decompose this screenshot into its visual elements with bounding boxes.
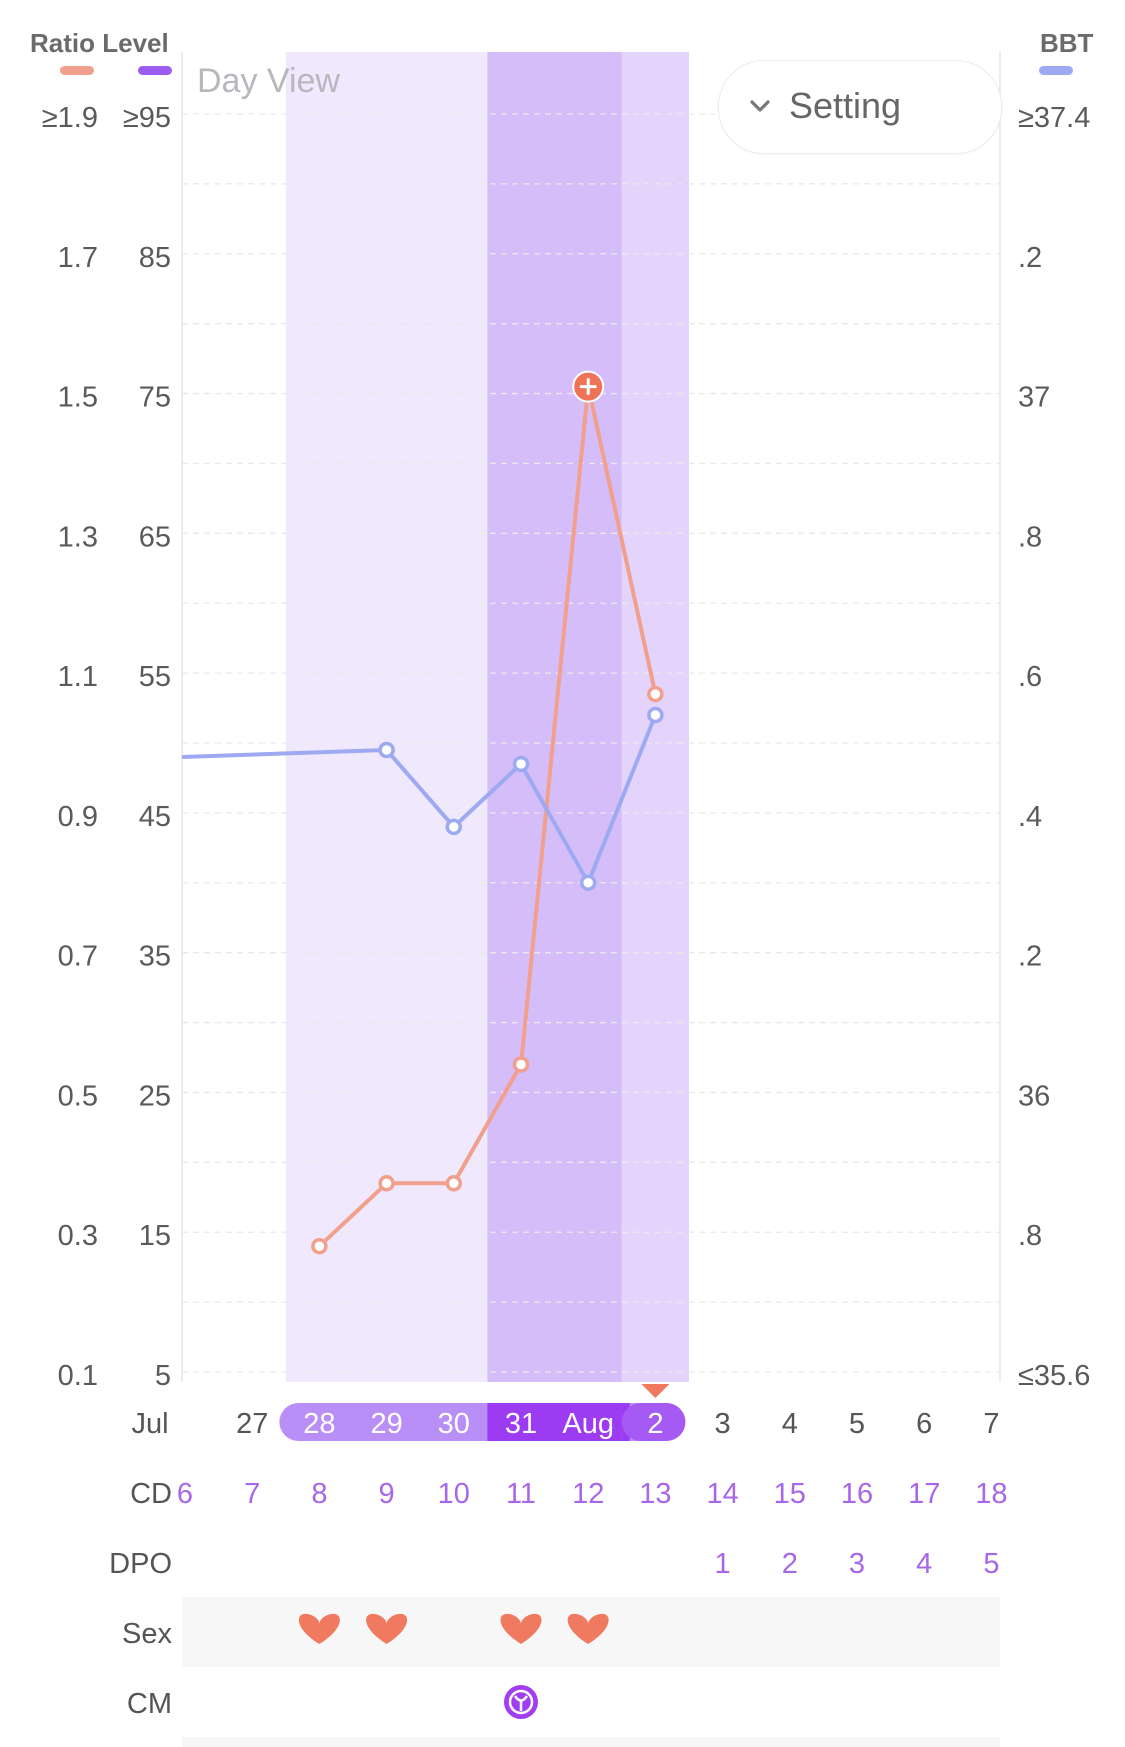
ratio-tick-label: 0.1 xyxy=(58,1360,98,1392)
cycle-day-value: 10 xyxy=(438,1478,470,1510)
cycle-day-value: 15 xyxy=(774,1478,806,1510)
ratio-series-line xyxy=(318,384,658,1248)
chevron-down-icon xyxy=(750,100,770,112)
level-tick-label: 55 xyxy=(139,661,171,693)
cycle-day-value: 17 xyxy=(908,1478,940,1510)
left-axis-title: Ratio Level xyxy=(30,28,169,58)
bbt-series-line xyxy=(181,714,658,885)
bbt-tick-label: ≤35.6 xyxy=(1018,1360,1090,1392)
date-label: 27 xyxy=(236,1408,268,1440)
ratio-tick-label: 0.3 xyxy=(58,1220,98,1252)
ratio-data-point xyxy=(512,1056,530,1073)
ratio-tick-label: ≥1.9 xyxy=(42,102,98,134)
dpo-value: 4 xyxy=(916,1548,932,1580)
level-tick-label: 65 xyxy=(139,521,171,553)
ratio-data-point xyxy=(445,1175,463,1192)
cervical-mucus-icon xyxy=(504,1685,538,1719)
last-fertile-date-pill xyxy=(621,1403,686,1441)
bbt-legend-swatch xyxy=(1039,66,1073,75)
ratio-tick-label: 1.7 xyxy=(58,242,98,274)
bbt-tick-label: 37 xyxy=(1018,382,1050,414)
ratio-tick-label: 0.7 xyxy=(58,941,98,973)
date-label: 30 xyxy=(438,1408,470,1440)
ratio-tick-label: 1.1 xyxy=(58,661,98,693)
cycle-day-value: 16 xyxy=(841,1478,873,1510)
level-tick-label: 5 xyxy=(155,1360,171,1392)
dpo-row-label: DPO xyxy=(109,1548,172,1580)
bbt-data-point xyxy=(378,741,395,759)
bbt-data-point xyxy=(647,706,664,724)
dpo-value: 3 xyxy=(849,1548,865,1580)
heart-icon xyxy=(366,1613,408,1644)
cm-row-label: CM xyxy=(127,1688,172,1720)
date-label: 28 xyxy=(303,1408,335,1440)
date-label: 5 xyxy=(849,1408,865,1440)
date-label: 2 xyxy=(647,1408,663,1440)
level-tick-label: 25 xyxy=(139,1080,171,1112)
dpo-value: 2 xyxy=(782,1548,798,1580)
cycle-day-value: 12 xyxy=(572,1478,604,1510)
sex-row-label: Sex xyxy=(122,1618,172,1650)
cycle-day-value: 8 xyxy=(311,1478,327,1510)
ratio-tick-label: 0.5 xyxy=(58,1080,98,1112)
bbt-tick-label: .8 xyxy=(1018,1220,1042,1252)
heart-icon xyxy=(298,1613,340,1644)
cycle-day-value: 7 xyxy=(244,1478,260,1510)
level-tick-label: 85 xyxy=(139,242,171,274)
ratio-tick-label: 1.3 xyxy=(58,521,98,553)
bbt-tick-label: 36 xyxy=(1018,1080,1050,1112)
ratio-data-point xyxy=(378,1175,395,1192)
setting-button[interactable]: Setting xyxy=(718,60,1002,154)
ovulation-marker-icon xyxy=(641,1384,670,1398)
cycle-day-value: 14 xyxy=(706,1478,738,1510)
level-tick-label: 15 xyxy=(139,1220,171,1252)
bbt-tick-label: .6 xyxy=(1018,661,1042,693)
bbt-tick-label: ≥37.4 xyxy=(1018,102,1090,134)
ratio-tick-label: 0.9 xyxy=(58,801,98,833)
dpo-value: 1 xyxy=(715,1548,731,1580)
cycle-day-value: 11 xyxy=(506,1478,536,1510)
ratio-data-point xyxy=(647,685,664,703)
level-tick-label: 45 xyxy=(139,801,171,833)
ratio-data-point xyxy=(311,1237,328,1255)
setting-label: Setting xyxy=(789,85,902,126)
level-tick-label: 35 xyxy=(139,941,171,973)
bbt-tick-label: .2 xyxy=(1018,941,1042,973)
date-label: Aug xyxy=(562,1408,614,1440)
bbt-tick-label: .2 xyxy=(1018,242,1042,274)
cycle-day-value: 13 xyxy=(639,1478,671,1510)
heart-icon xyxy=(500,1613,542,1644)
peak-point-icon xyxy=(572,370,605,403)
day-view-label: Day View xyxy=(197,62,340,100)
cycle-day-value: 18 xyxy=(975,1478,1007,1510)
bbt-tick-label: .4 xyxy=(1018,801,1042,833)
level-legend-swatch xyxy=(138,66,172,75)
level-tick-label: 75 xyxy=(139,382,171,414)
level-tick-label: ≥95 xyxy=(123,102,171,134)
date-label: 31 xyxy=(505,1408,537,1440)
heart-icon xyxy=(567,1613,609,1644)
peak-dates-pill xyxy=(487,1403,622,1441)
next-row-band xyxy=(182,1737,1000,1747)
date-label: 7 xyxy=(983,1408,999,1440)
dpo-value: 5 xyxy=(983,1548,999,1580)
date-label: 3 xyxy=(715,1408,731,1440)
ratio-legend-swatch xyxy=(60,66,94,75)
cd-row-label: CD xyxy=(130,1478,172,1510)
bbt-data-point xyxy=(445,818,463,836)
cycle-day-value: 9 xyxy=(379,1478,395,1510)
date-label: 4 xyxy=(782,1408,798,1440)
ratio-tick-label: 1.5 xyxy=(58,382,98,414)
cycle-day-value: 6 xyxy=(177,1478,193,1510)
date-label: 29 xyxy=(370,1408,402,1440)
date-label: 6 xyxy=(916,1408,932,1440)
month-label: Jul xyxy=(131,1408,168,1440)
bbt-data-point xyxy=(579,874,597,892)
right-axis-title: BBT xyxy=(1040,28,1094,58)
bbt-tick-label: .8 xyxy=(1018,521,1042,553)
bbt-data-point xyxy=(512,755,530,773)
